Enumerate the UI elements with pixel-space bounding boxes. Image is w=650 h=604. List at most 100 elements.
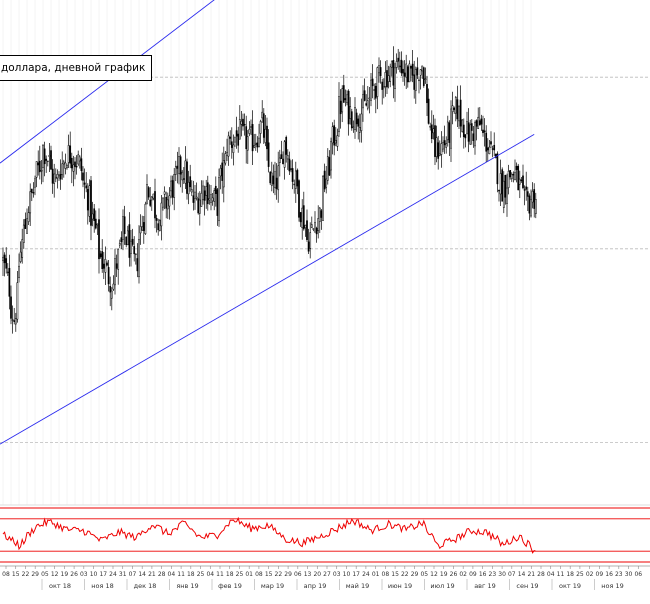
candle-body (437, 142, 440, 159)
candle-body (262, 113, 265, 138)
candle-body (170, 180, 172, 192)
candle-body (206, 182, 209, 205)
candle-body (267, 142, 270, 167)
candle-body (416, 67, 419, 76)
candle-body (446, 121, 449, 141)
candle-body (35, 161, 38, 178)
candle-body (178, 155, 180, 174)
candle-body (398, 65, 401, 68)
candle-body (270, 172, 273, 186)
candle-body (16, 282, 19, 320)
x-day-label: 24 (362, 571, 370, 578)
candle-body (325, 178, 328, 188)
candle-body (80, 158, 83, 171)
candle-body (518, 178, 521, 185)
candle-body (285, 136, 288, 155)
candle-body (147, 187, 150, 198)
candle-body (514, 172, 516, 180)
candle-body (358, 127, 361, 133)
candle-body (442, 142, 444, 150)
candle-body (360, 113, 363, 131)
candle-body (368, 97, 371, 100)
candle-body (493, 144, 496, 151)
candle-body (326, 156, 329, 181)
candle-body (530, 199, 532, 217)
candle-body (491, 148, 494, 150)
candle-body (82, 172, 84, 181)
x-day-label: 31 (119, 571, 127, 578)
candle-body (227, 135, 230, 157)
candle-body (197, 198, 200, 214)
candle-body (205, 186, 208, 196)
candle-body (66, 165, 68, 169)
candle-body (136, 258, 139, 272)
candle-body (26, 218, 28, 234)
candle-body (386, 70, 388, 88)
x-day-label: 23 (615, 571, 623, 578)
candle-body (378, 65, 380, 74)
indicator-panel (0, 507, 650, 563)
candle-body (502, 180, 505, 208)
x-day-label: 02 (586, 571, 594, 578)
candle-body (440, 143, 443, 155)
candle-body (34, 178, 36, 188)
candle-body (370, 79, 372, 101)
candle-body (469, 124, 472, 145)
x-day-label: 21 (148, 571, 156, 578)
candle-body (338, 96, 340, 133)
candle-body (400, 59, 403, 74)
candle-body (430, 124, 433, 139)
x-day-label: 10 (90, 571, 98, 578)
candle-body (456, 99, 459, 120)
candle-body (277, 165, 280, 191)
candle-body (310, 224, 313, 228)
candle-body (246, 136, 249, 151)
candle-body (280, 154, 283, 159)
candle-body (342, 85, 345, 103)
x-day-label: 05 (41, 571, 49, 578)
candle-body (141, 226, 144, 231)
candle-body (510, 173, 513, 180)
candle-body (203, 190, 206, 201)
candle-body (462, 124, 465, 138)
candle-body (237, 133, 240, 146)
candle-body (528, 195, 531, 214)
candle-body (467, 122, 470, 142)
candle-body (451, 105, 454, 113)
candle-body (421, 65, 424, 72)
candle-body (42, 145, 44, 169)
x-day-label: 29 (31, 571, 39, 578)
candle-body (2, 256, 4, 261)
candle-body (501, 169, 504, 202)
candle-body (333, 125, 336, 146)
candle-body (58, 174, 60, 177)
candle-body (318, 207, 321, 222)
candle-body (106, 262, 108, 266)
candle-body (224, 153, 227, 164)
candle-body (363, 90, 366, 101)
candle-body (392, 60, 395, 86)
candle-body (110, 290, 113, 299)
candle-body (248, 128, 251, 134)
candle-body (445, 143, 448, 148)
candle-body (411, 63, 414, 76)
candle-body (251, 124, 254, 152)
candle-body (250, 126, 252, 128)
candle-body (464, 134, 467, 139)
candle-body (376, 67, 379, 97)
x-month-label: фев 19 (218, 582, 242, 590)
candle-body (46, 160, 49, 163)
candle-body (59, 174, 62, 180)
candle-body (155, 218, 158, 221)
candle-body (184, 160, 187, 184)
candle-body (488, 146, 491, 155)
candle-body (288, 158, 291, 172)
x-day-label: 26 (70, 571, 78, 578)
x-day-label: 07 (129, 571, 137, 578)
candle-body (194, 191, 196, 199)
candle-body (102, 263, 105, 269)
candle-body (346, 94, 348, 103)
candle-body (211, 197, 214, 202)
x-day-label: 19 (440, 571, 448, 578)
candle-body (482, 129, 484, 134)
